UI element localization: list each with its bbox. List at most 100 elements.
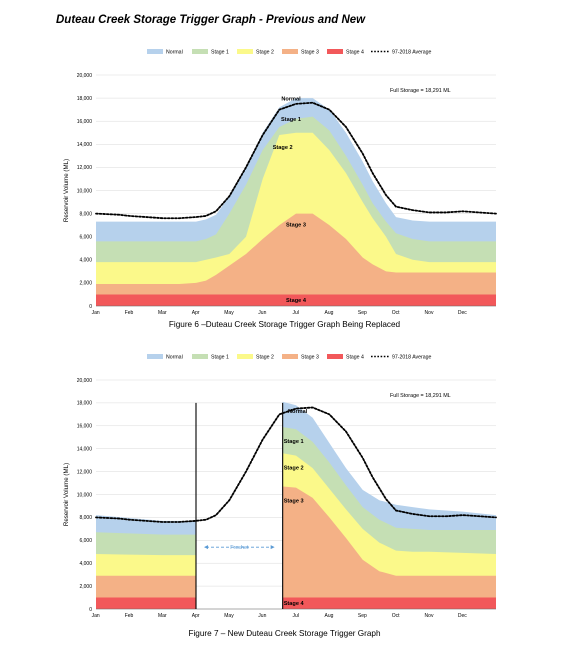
full-storage-annotation: Full Storage = 18,291 ML [390,88,451,94]
legend-label-stage-1: Stage 1 [211,50,229,56]
x-tick-label: Apr [192,613,200,619]
x-tick-label: Mar [158,310,167,316]
legend-label-stage-2: Stage 2 [256,355,274,361]
x-tick-label: May [224,310,234,316]
legend-swatch-stage-1 [192,354,208,359]
x-tick-label: Nov [425,613,434,619]
x-tick-label: Sep [358,613,367,619]
y-tick-label: 4,000 [79,561,92,567]
plot-area [95,98,497,306]
chart-new: Normal Stage 1 Stage 2 Stage 3 Stage 4 97-201… [63,354,497,619]
y-tick-label: 6,000 [79,235,92,241]
x-tick-label: Nov [425,310,434,316]
x-tick-label: Feb [125,310,134,316]
legend-label-normal: Normal [166,50,183,56]
region-label-normal: Normal [288,409,308,415]
legend-label-stage-3: Stage 3 [301,50,319,56]
full-storage-annotation: Full Storage = 18,291 ML [390,393,451,399]
region-label-stage-2: Stage 2 [273,145,293,151]
x-tick-label: Jan [92,310,100,316]
legend-swatch-stage-2 [237,354,253,359]
y-tick-label: 8,000 [79,515,92,521]
legend: Normal Stage 1 Stage 2 Stage 3 Stage 4 97-201… [147,354,432,361]
y-tick-label: 8,000 [79,211,92,217]
legend-swatch-stage-4 [327,49,343,54]
document-title: Duteau Creek Storage Trigger Graph - Pre… [56,14,366,26]
y-tick-label: 2,000 [79,584,92,590]
y-tick-label: 18,000 [77,96,93,102]
y-axis-title: Reservoir Volume (ML) [63,463,70,526]
chart1-left-area-stage-4 [96,597,196,609]
y-tick-label: 18,000 [77,401,93,407]
y-tick-label: 10,000 [77,188,93,194]
region-label-stage-3: Stage 3 [286,222,306,228]
chart1-right-area-stage-4 [282,597,496,609]
x-tick-label: Aug [325,310,334,316]
region-label-stage-2: Stage 2 [284,465,304,471]
y-tick-label: 16,000 [77,424,93,430]
y-tick-label: 6,000 [79,538,92,544]
legend-swatch-normal [147,49,163,54]
x-tick-label: May [224,613,234,619]
freshet-arrow-left-head [204,545,208,550]
y-axis-title: Reservoir Volume (ML) [63,159,70,222]
average-line [95,101,497,220]
x-tick-label: Dec [458,613,467,619]
y-tick-label: 12,000 [77,469,93,475]
figure-7-caption: Figure 7 – New Duteau Creek Storage Trig… [188,629,381,638]
y-tick-label: 4,000 [79,258,92,264]
region-label-stage-4: Stage 4 [284,601,305,607]
region-label-stage-1: Stage 1 [281,117,301,123]
y-tick-label: 20,000 [77,73,93,79]
x-tick-label: Jul [292,310,298,316]
legend-swatch-stage-4 [327,354,343,359]
legend-label-stage-3: Stage 3 [301,355,319,361]
region-label-stage-3: Stage 3 [284,499,304,505]
chart0-area-stage-3 [96,213,496,306]
x-tick-label: Jan [92,613,100,619]
chart-previous: Normal Stage 1 Stage 2 Stage 3 Stage 4 97-201… [63,49,497,316]
legend-swatch-stage-3 [282,49,298,54]
y-tick-label: 20,000 [77,378,93,384]
x-tick-label: Dec [458,310,467,316]
legend-swatch-stage-1 [192,49,208,54]
plot-area [95,401,497,609]
y-tick-label: 16,000 [77,119,93,125]
x-tick-label: Jul [292,613,298,619]
y-tick-label: 14,000 [77,142,93,148]
legend-swatch-stage-2 [237,49,253,54]
freshet-arrow-right-head [270,545,275,550]
y-tick-label: 0 [89,607,92,613]
figure-6-caption: Figure 6 –Duteau Creek Storage Trigger G… [168,320,401,329]
legend-label-stage-4: Stage 4 [346,50,364,56]
region-label-stage-4: Stage 4 [286,298,307,304]
x-tick-label: Oct [392,310,400,316]
region-label-stage-1: Stage 1 [284,439,304,445]
x-tick-label: Sep [358,310,367,316]
y-tick-label: 10,000 [77,492,93,498]
x-tick-label: Jun [258,613,266,619]
legend-label-average: 97-2018 Average [392,355,432,361]
legend-label-normal: Normal [166,355,183,361]
x-tick-label: Aug [325,613,334,619]
legend-swatch-normal [147,354,163,359]
y-tick-label: 0 [89,304,92,310]
y-tick-label: 14,000 [77,447,93,453]
x-tick-label: Mar [158,613,167,619]
x-tick-label: Feb [125,613,134,619]
x-tick-label: Jun [258,310,266,316]
chart1-right-area-stage-3 [282,486,496,609]
region-label-normal: Normal [281,96,301,102]
legend-swatch-stage-3 [282,354,298,359]
chart0-area-stage-4 [96,294,496,306]
freshet-label: Freshet [230,545,249,551]
legend-label-stage-1: Stage 1 [211,355,229,361]
legend-label-stage-2: Stage 2 [256,50,274,56]
legend-label-average: 97-2018 Average [392,50,432,56]
y-tick-label: 12,000 [77,165,93,171]
legend-label-stage-4: Stage 4 [346,355,364,361]
y-tick-label: 2,000 [79,281,92,287]
average-line [95,406,497,523]
legend: Normal Stage 1 Stage 2 Stage 3 Stage 4 97-201… [147,49,432,56]
